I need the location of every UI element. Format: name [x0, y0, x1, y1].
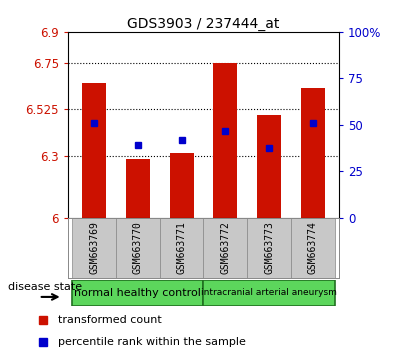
Bar [72, 280, 203, 306]
Bar [72, 218, 116, 278]
Text: GSM663769: GSM663769 [89, 221, 99, 274]
Text: GSM663774: GSM663774 [308, 221, 318, 274]
Bar [291, 218, 335, 278]
Bar [82, 84, 106, 218]
Bar [160, 218, 203, 278]
Text: GSM663772: GSM663772 [220, 221, 230, 274]
Text: intracranial arterial aneurysm: intracranial arterial aneurysm [201, 289, 337, 297]
Bar [301, 88, 325, 218]
Text: percentile rank within the sample: percentile rank within the sample [58, 337, 245, 347]
Bar [213, 63, 238, 218]
Title: GDS3903 / 237444_at: GDS3903 / 237444_at [127, 17, 279, 31]
Text: GSM663770: GSM663770 [133, 221, 143, 274]
Bar [247, 218, 291, 278]
Text: GSM663773: GSM663773 [264, 221, 274, 274]
Text: disease state: disease state [8, 282, 82, 292]
Text: GSM663771: GSM663771 [177, 221, 187, 274]
Bar [203, 280, 335, 306]
Bar [116, 218, 160, 278]
Text: normal healthy control: normal healthy control [74, 288, 201, 298]
Bar [257, 115, 281, 218]
Bar [203, 218, 247, 278]
Text: transformed count: transformed count [58, 315, 161, 325]
Bar [126, 159, 150, 218]
Bar [170, 153, 194, 218]
